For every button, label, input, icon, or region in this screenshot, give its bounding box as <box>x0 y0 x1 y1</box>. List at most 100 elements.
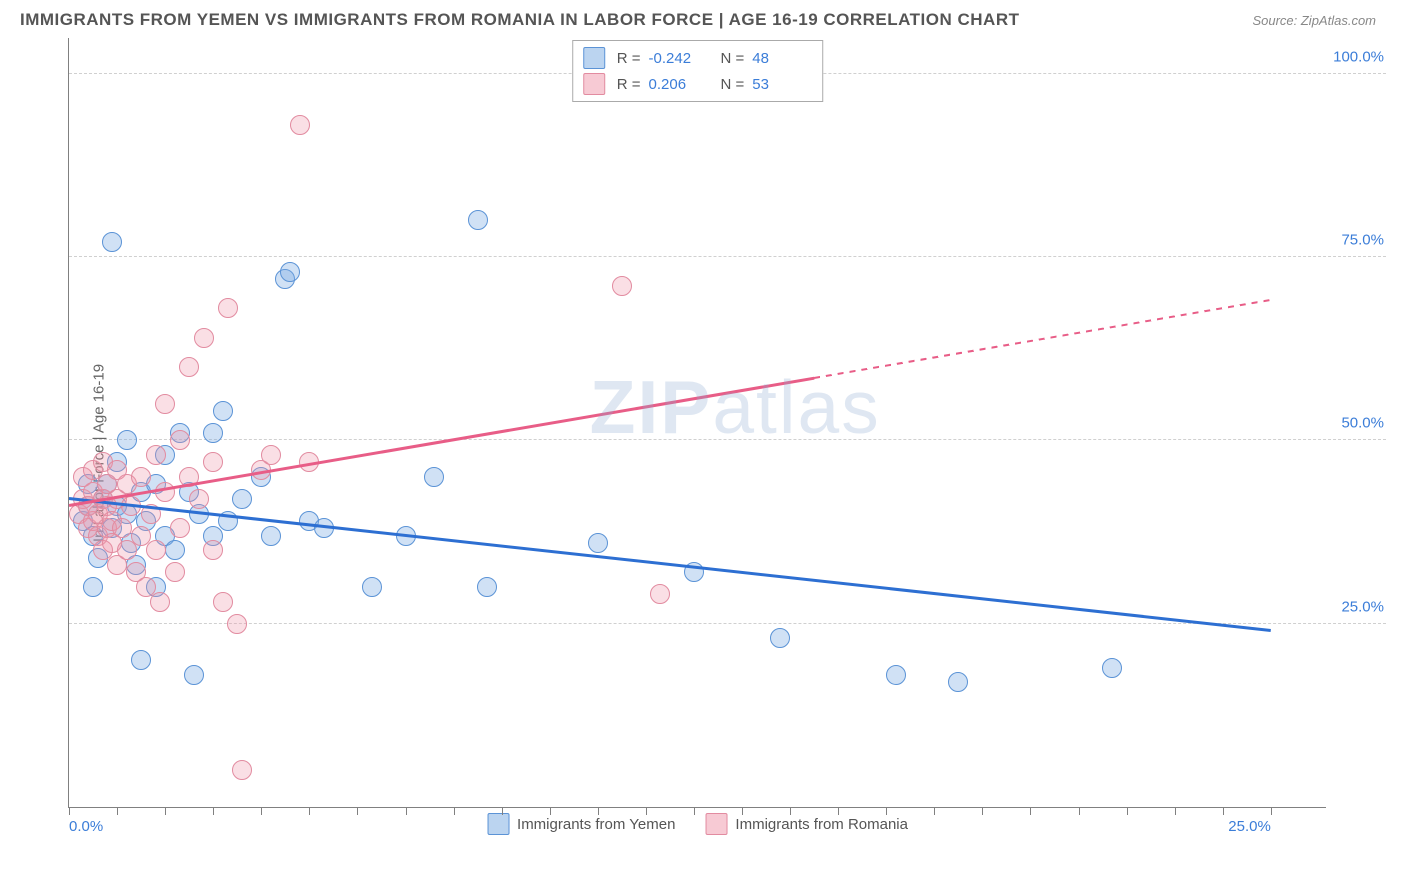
data-point <box>218 298 238 318</box>
gridline <box>69 256 1386 257</box>
data-point <box>112 518 132 538</box>
n-value: 53 <box>752 76 812 93</box>
xtick <box>742 807 743 815</box>
xtick <box>1030 807 1031 815</box>
correlation-legend: R =-0.242N =48R =0.206N =53 <box>572 40 824 102</box>
r-label: R = <box>617 50 641 67</box>
data-point <box>184 665 204 685</box>
data-point <box>362 577 382 597</box>
ytick-label: 50.0% <box>1341 415 1384 432</box>
series-legend: Immigrants from Yemen Immigrants from Rom… <box>487 813 908 835</box>
legend-swatch-pink <box>583 73 605 95</box>
data-point <box>213 401 233 421</box>
data-point <box>650 584 670 604</box>
xtick <box>646 807 647 815</box>
xtick <box>406 807 407 815</box>
data-point <box>203 452 223 472</box>
legend-label: Immigrants from Yemen <box>517 816 675 833</box>
gridline <box>69 439 1386 440</box>
data-point <box>170 518 190 538</box>
legend-item: Immigrants from Yemen <box>487 813 675 835</box>
data-point <box>468 210 488 230</box>
data-point <box>131 650 151 670</box>
data-point <box>165 540 185 560</box>
trendline-pink-dashed <box>814 299 1271 379</box>
data-point <box>477 577 497 597</box>
data-point <box>203 423 223 443</box>
xtick <box>309 807 310 815</box>
xtick <box>1127 807 1128 815</box>
xtick <box>694 807 695 815</box>
chart-title: IMMIGRANTS FROM YEMEN VS IMMIGRANTS FROM… <box>20 10 1020 30</box>
data-point <box>280 262 300 282</box>
xtick <box>1271 807 1272 815</box>
xtick <box>790 807 791 815</box>
ytick-label: 25.0% <box>1341 598 1384 615</box>
xtick <box>502 807 503 815</box>
legend-swatch-blue <box>487 813 509 835</box>
data-point <box>146 445 166 465</box>
legend-stat-row: R =-0.242N =48 <box>583 45 813 71</box>
trendline-blue <box>69 497 1271 631</box>
xtick <box>550 807 551 815</box>
n-label: N = <box>721 50 745 67</box>
xtick-label: 25.0% <box>1228 818 1271 835</box>
plot-area: ZIPatlas R =-0.242N =48R =0.206N =53 Imm… <box>68 38 1326 808</box>
xtick <box>454 807 455 815</box>
chart-wrap: In Labor Force | Age 16-19 ZIPatlas R =-… <box>20 38 1386 868</box>
data-point <box>770 628 790 648</box>
xtick <box>982 807 983 815</box>
xtick <box>1223 807 1224 815</box>
data-point <box>948 672 968 692</box>
source-label: Source: ZipAtlas.com <box>1252 13 1376 28</box>
data-point <box>612 276 632 296</box>
data-point <box>83 577 103 597</box>
ytick-label: 100.0% <box>1333 48 1384 65</box>
data-point <box>117 540 137 560</box>
xtick <box>1175 807 1176 815</box>
xtick <box>213 807 214 815</box>
data-point <box>189 489 209 509</box>
legend-swatch-pink <box>705 813 727 835</box>
data-point <box>146 540 166 560</box>
data-point <box>150 592 170 612</box>
data-point <box>165 562 185 582</box>
data-point <box>290 115 310 135</box>
data-point <box>179 357 199 377</box>
xtick <box>165 807 166 815</box>
data-point <box>155 394 175 414</box>
data-point <box>232 760 252 780</box>
xtick-label: 0.0% <box>69 818 103 835</box>
data-point <box>261 445 281 465</box>
xtick <box>838 807 839 815</box>
data-point <box>261 526 281 546</box>
data-point <box>117 430 137 450</box>
xtick <box>934 807 935 815</box>
data-point <box>886 665 906 685</box>
xtick <box>69 807 70 815</box>
legend-stat-row: R =0.206N =53 <box>583 71 813 97</box>
xtick <box>261 807 262 815</box>
data-point <box>131 467 151 487</box>
n-value: 48 <box>752 50 812 67</box>
xtick <box>117 807 118 815</box>
data-point <box>588 533 608 553</box>
xtick <box>357 807 358 815</box>
r-label: R = <box>617 76 641 93</box>
r-value: 0.206 <box>649 76 709 93</box>
data-point <box>1102 658 1122 678</box>
ytick-label: 75.0% <box>1341 232 1384 249</box>
data-point <box>213 592 233 612</box>
xtick <box>886 807 887 815</box>
data-point <box>424 467 444 487</box>
gridline <box>69 623 1386 624</box>
data-point <box>155 482 175 502</box>
legend-swatch-blue <box>583 47 605 69</box>
data-point <box>102 232 122 252</box>
data-point <box>194 328 214 348</box>
xtick <box>1079 807 1080 815</box>
data-point <box>170 430 190 450</box>
data-point <box>203 540 223 560</box>
data-point <box>232 489 252 509</box>
legend-item: Immigrants from Romania <box>705 813 908 835</box>
